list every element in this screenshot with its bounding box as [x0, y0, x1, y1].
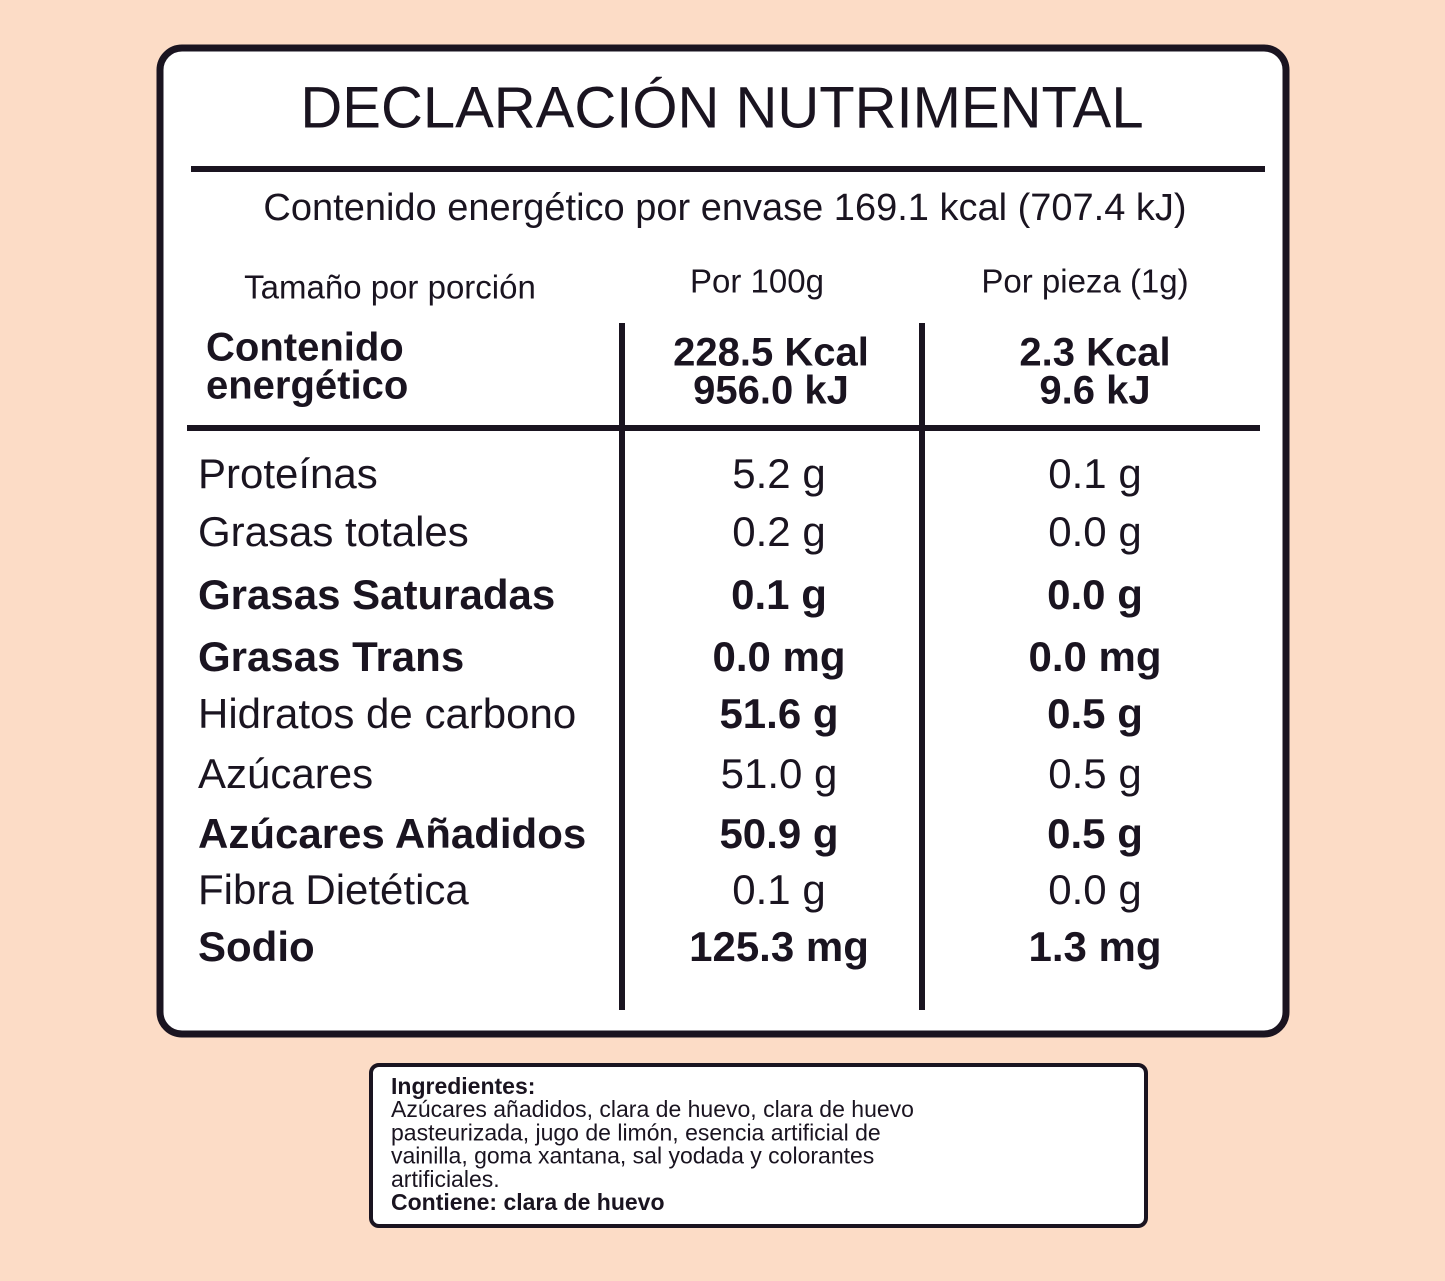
energy-label: energético	[206, 364, 408, 408]
label-box	[156, 44, 1290, 1038]
nutrient-name: Sodio	[198, 923, 315, 970]
nutrient-name: Grasas Trans	[198, 633, 464, 680]
per-100g: 51.0 g	[721, 750, 838, 797]
energy-per-package: Contenido energético por envase 169.1 kc…	[263, 187, 1186, 229]
per-100g: 51.6 g	[719, 690, 838, 737]
per-piece: 0.0 g	[1047, 571, 1143, 618]
energy-col2: 9.6 kJ	[1039, 369, 1150, 413]
per-100g: 0.1 g	[732, 866, 825, 913]
ingredients-contains: Contiene: clara de huevo	[391, 1189, 665, 1215]
ingredients-line: pasteurizada, jugo de limón, esencia art…	[391, 1119, 881, 1145]
per-piece: 0.1 g	[1048, 450, 1141, 497]
nutrient-name: Grasas totales	[198, 508, 469, 555]
col1-header: Por 100g	[690, 263, 824, 300]
nutrient-name: Proteínas	[198, 450, 378, 497]
per-piece: 0.0 g	[1048, 508, 1141, 555]
energy-col1: 228.5 Kcal	[673, 331, 869, 375]
per-piece: 0.5 g	[1047, 690, 1143, 737]
energy-col2: 2.3 Kcal	[1019, 331, 1170, 375]
serving-header: Tamaño por porción	[244, 269, 536, 306]
ingredients-box	[369, 1063, 1148, 1228]
energy-label: Contenido	[206, 326, 404, 370]
ingredients-heading: Ingredientes:	[391, 1073, 535, 1099]
ingredients-line: Azúcares añadidos, clara de huevo, clara…	[391, 1096, 914, 1122]
per-100g: 0.2 g	[732, 508, 825, 555]
per-100g: 50.9 g	[719, 810, 838, 857]
energy-col1: 956.0 kJ	[693, 369, 849, 413]
nutrient-name: Azúcares	[198, 750, 373, 797]
nutrient-name: Hidratos de carbono	[198, 690, 576, 737]
per-piece: 0.5 g	[1048, 750, 1141, 797]
label-title: DECLARACIÓN NUTRIMENTAL	[300, 75, 1143, 140]
per-piece: 1.3 mg	[1028, 923, 1161, 970]
per-piece: 0.0 g	[1048, 866, 1141, 913]
per-100g: 0.0 mg	[712, 633, 845, 680]
per-100g: 0.1 g	[731, 571, 827, 618]
nutrient-name: Fibra Dietética	[198, 866, 469, 913]
per-100g: 5.2 g	[732, 450, 825, 497]
ingredients-line: vainilla, goma xantana, sal yodada y col…	[391, 1143, 874, 1169]
nutrient-name: Grasas Saturadas	[198, 571, 555, 618]
per-piece: 0.5 g	[1047, 810, 1143, 857]
ingredients-line: artificiales.	[391, 1166, 500, 1192]
nutrient-name: Azúcares Añadidos	[198, 810, 586, 857]
col2-header: Por pieza (1g)	[981, 263, 1188, 300]
per-piece: 0.0 mg	[1028, 633, 1161, 680]
per-100g: 125.3 mg	[689, 923, 869, 970]
